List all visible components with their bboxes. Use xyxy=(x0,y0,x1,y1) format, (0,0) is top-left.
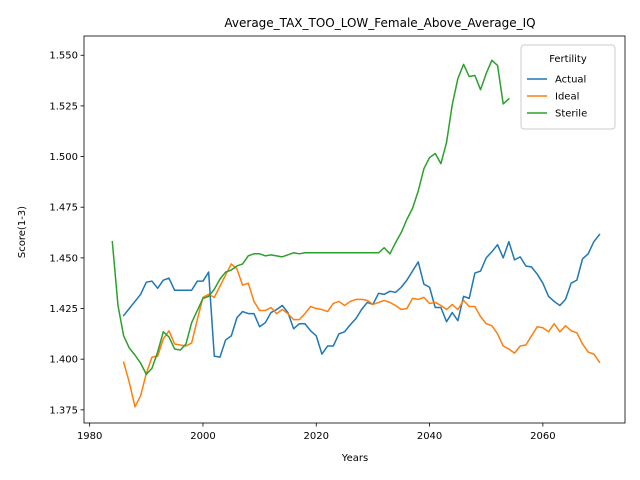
plot-frame xyxy=(83,35,626,424)
legend-label-sterile: Sterile xyxy=(555,109,587,120)
legend-box xyxy=(520,44,616,130)
series-layer xyxy=(111,59,601,408)
x-tick-label: 2040 xyxy=(417,431,442,442)
x-axis-label: Years xyxy=(341,453,368,464)
y-tick-label: 1.425 xyxy=(49,304,78,315)
legend: Fertility Actual Ideal Sterile xyxy=(520,44,616,130)
series-line-sterile xyxy=(111,59,510,376)
series-line-ideal xyxy=(122,263,601,408)
x-tick-label: 2020 xyxy=(304,431,329,442)
y-tick-label: 1.450 xyxy=(49,253,78,264)
y-axis-label: Score(1-3) xyxy=(17,206,28,258)
legend-label-actual: Actual xyxy=(555,75,586,86)
y-tick-label: 1.400 xyxy=(49,355,78,366)
y-tick-label: 1.500 xyxy=(49,152,78,163)
y-tick-label: 1.525 xyxy=(49,101,78,112)
y-tick-label: 1.375 xyxy=(49,405,78,416)
x-tick-label: 2060 xyxy=(530,431,555,442)
legend-entries: Actual Ideal Sterile xyxy=(527,75,587,120)
y-tick-label: 1.550 xyxy=(49,51,78,62)
x-tick-label: 2000 xyxy=(190,431,215,442)
legend-title: Fertility xyxy=(549,54,587,65)
axes-layer: 1980 2000 2020 2040 2060 1.375 1.400 1.425 1.450… xyxy=(49,35,626,442)
y-tick-label: 1.475 xyxy=(49,203,78,214)
legend-label-ideal: Ideal xyxy=(555,92,579,103)
chart-title: Average_TAX_TOO_LOW_Female_Above_Average… xyxy=(224,16,535,30)
x-tick-label: 1980 xyxy=(77,431,102,442)
series-line-actual xyxy=(122,233,601,358)
